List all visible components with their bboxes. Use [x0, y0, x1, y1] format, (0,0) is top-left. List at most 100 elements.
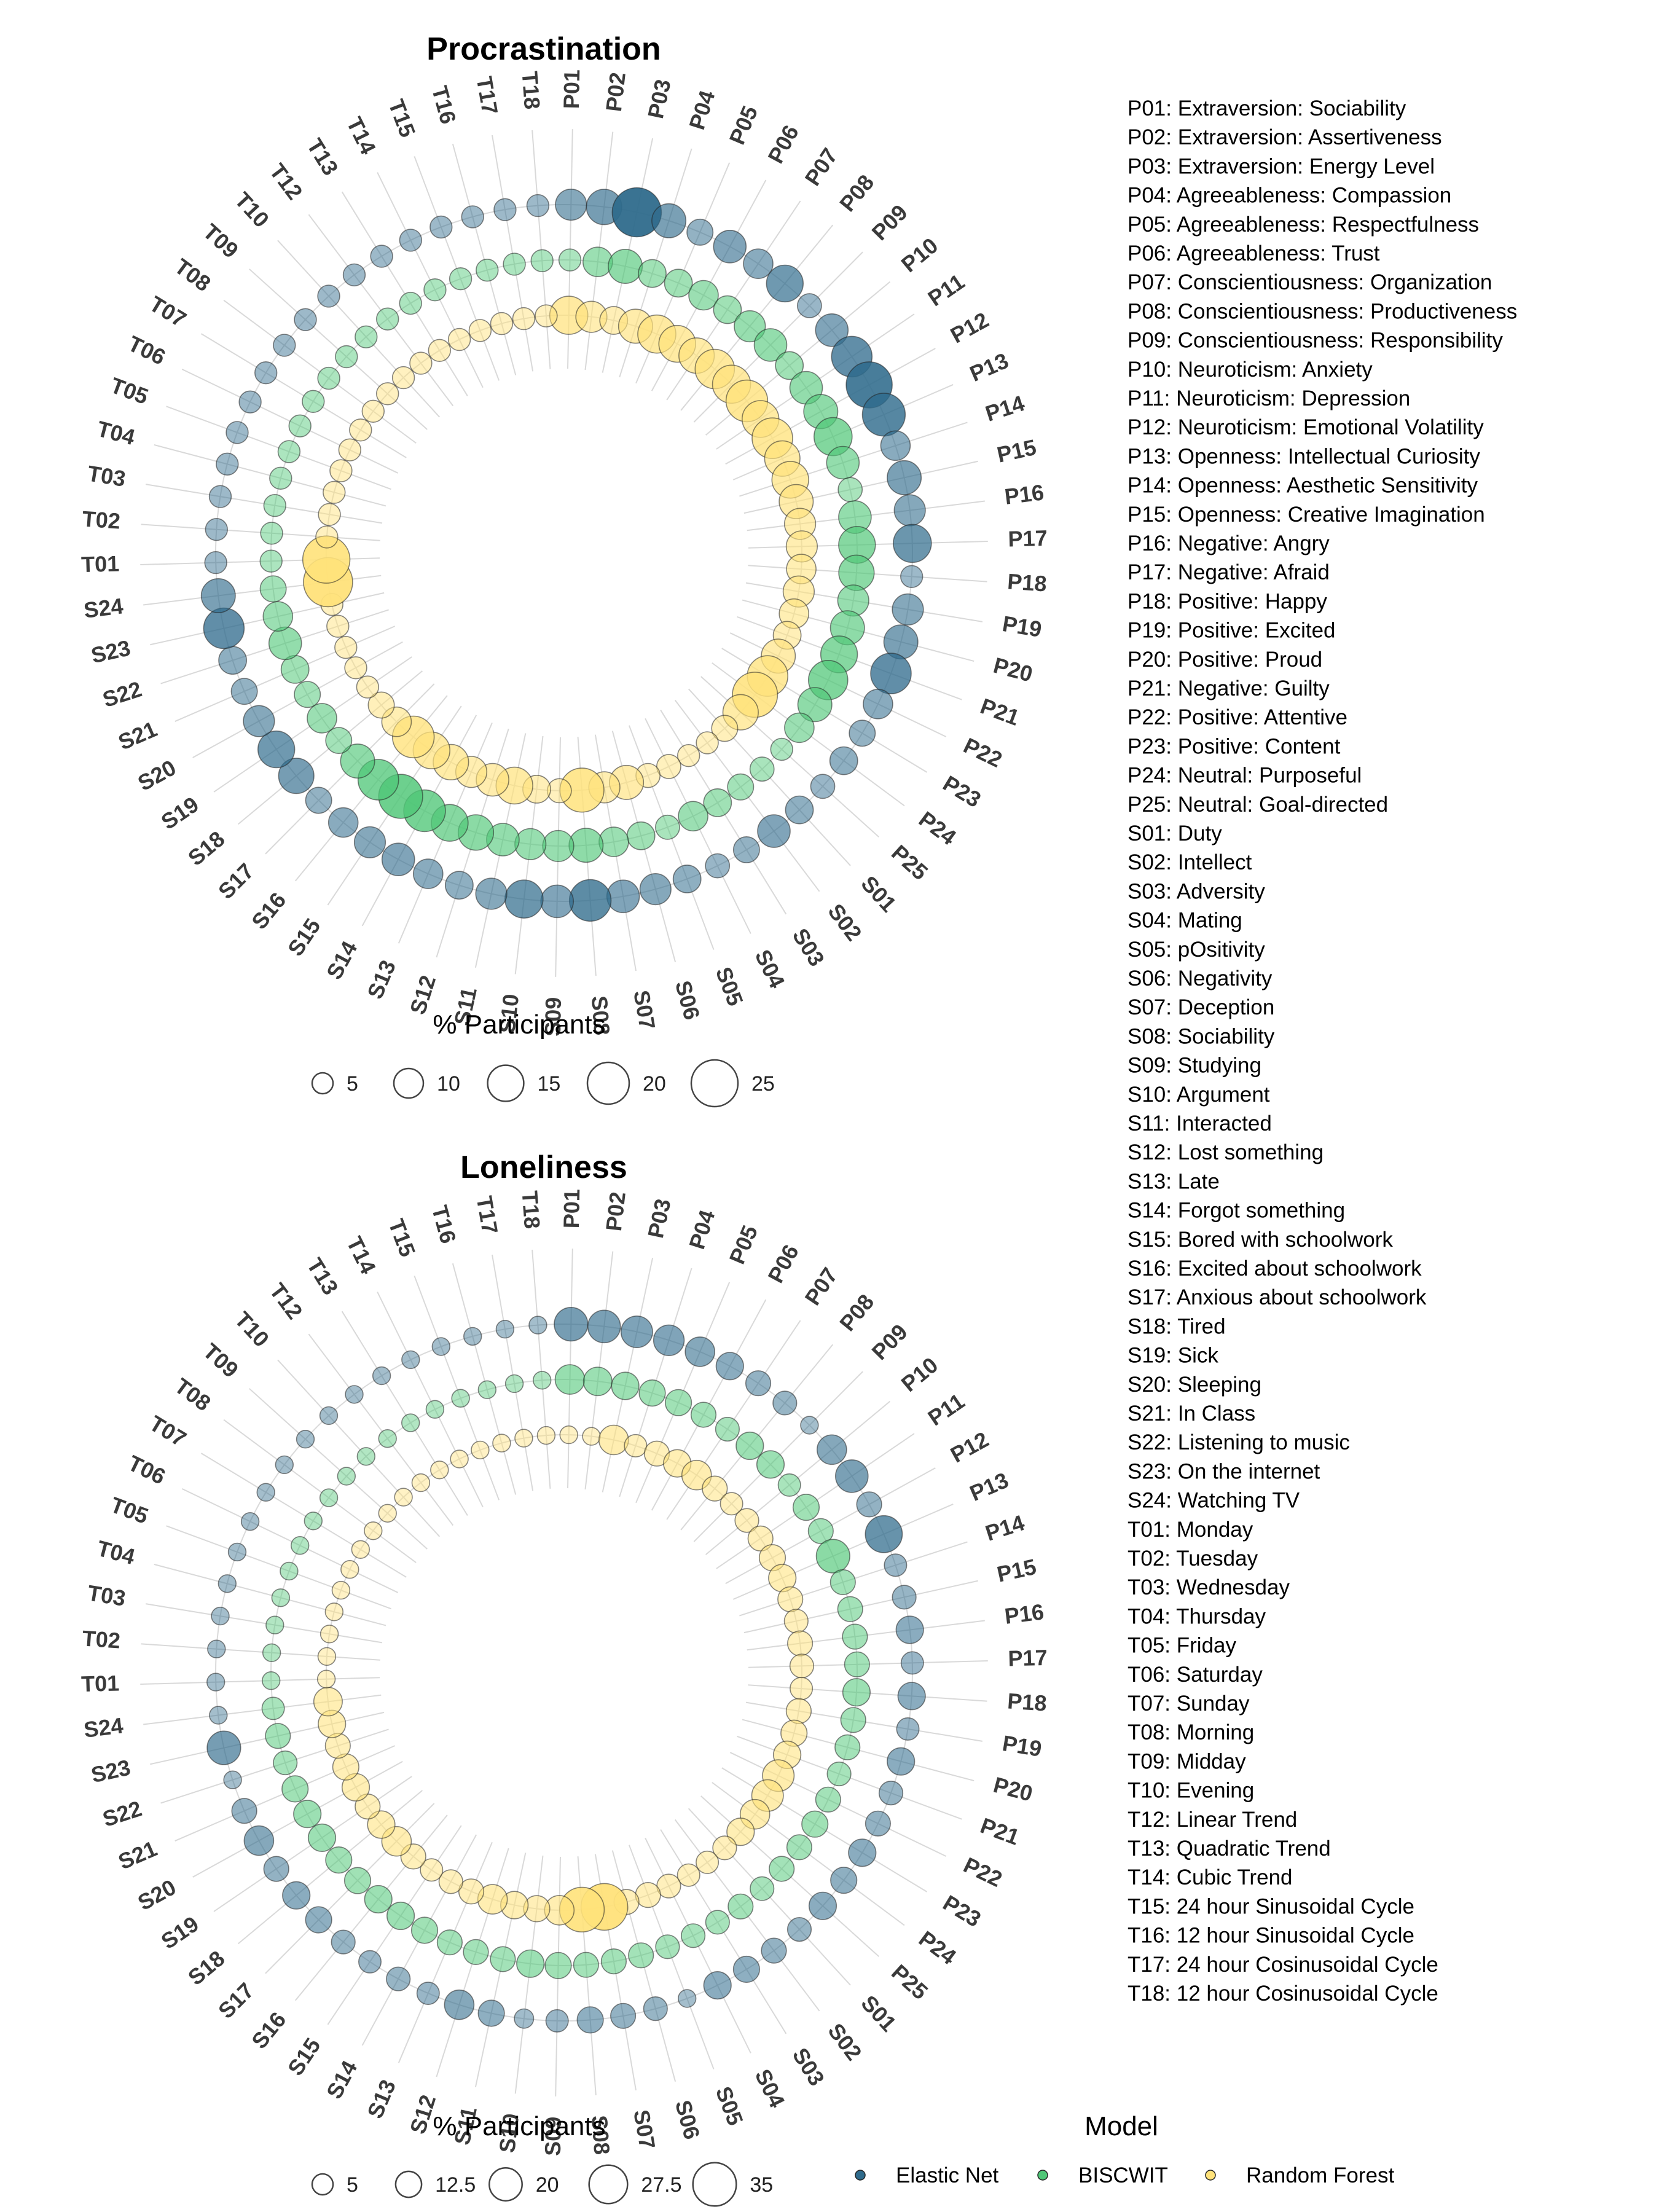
- bubble-biscwit-p04: [638, 259, 667, 288]
- spoke-label-s20: S20: [133, 755, 180, 796]
- spoke-label-s08: S08: [587, 995, 615, 1036]
- bubble-elastic-net-s23: [206, 1730, 241, 1765]
- bubble-elastic-net-p14: [884, 1553, 908, 1577]
- spoke-label-t06: T06: [124, 1450, 170, 1489]
- size-legend-title-loneliness: % Participants: [433, 2111, 605, 2141]
- spoke-label-s15: S15: [283, 914, 326, 960]
- bubble-elastic-net-t07: [256, 1483, 275, 1502]
- bubble-biscwit-p09: [753, 328, 788, 362]
- bubble-random-forest-p15: [783, 1609, 809, 1634]
- bubble-biscwit-p07: [715, 1416, 740, 1442]
- bubble-elastic-net-p17: [893, 524, 932, 563]
- key-item: S03: Adversity: [1128, 879, 1265, 903]
- spoke-label-s22: S22: [100, 676, 145, 712]
- bubble-biscwit-t13: [399, 291, 422, 315]
- bubble-random-forest-t18: [536, 1426, 556, 1445]
- bubble-elastic-net-s08: [568, 879, 612, 922]
- bubble-biscwit-t09: [335, 345, 358, 369]
- size-legend-label: 10: [437, 1072, 460, 1096]
- bubble-biscwit-p25: [769, 1856, 795, 1882]
- bubble-elastic-net-s13: [416, 1982, 440, 2006]
- key-item: S19: Sick: [1128, 1344, 1218, 1368]
- size-legend-label: 25: [751, 1072, 775, 1096]
- bubble-random-forest-p18: [790, 1677, 814, 1701]
- bubble-random-forest-s18: [367, 691, 395, 719]
- model-legend-swatch-biscwit: [1037, 2170, 1048, 2181]
- bubble-random-forest-t12: [411, 1473, 431, 1492]
- bubble-elastic-net-p01: [554, 1307, 589, 1342]
- bubble-biscwit-t10: [355, 325, 378, 348]
- bubble-biscwit-p05: [664, 269, 693, 298]
- bubble-biscwit-t16: [476, 259, 499, 282]
- bubble-biscwit-p10: [775, 351, 804, 380]
- spoke-t06: [181, 1488, 399, 1593]
- bubble-random-forest-s02: [696, 1850, 720, 1874]
- bubble-elastic-net-s18: [278, 758, 315, 794]
- spoke-label-s20: S20: [133, 1874, 180, 1915]
- bubble-random-forest-t18: [535, 304, 558, 327]
- bubble-biscwit-p25: [770, 737, 793, 761]
- key-item: T05: Friday: [1128, 1634, 1236, 1658]
- bubble-elastic-net-t18: [526, 194, 550, 218]
- bubble-elastic-net-s22: [223, 1770, 242, 1789]
- key-item: S05: pOsitivity: [1128, 938, 1265, 962]
- bubble-biscwit-p10: [777, 1473, 801, 1497]
- spoke-label-p17: P17: [1008, 1645, 1048, 1671]
- bubble-biscwit-p08: [735, 1431, 764, 1461]
- bubble-random-forest-s03: [677, 1863, 700, 1887]
- key-item: P05: Agreeableness: Respectfulness: [1128, 213, 1479, 237]
- spoke-label-s16: S16: [246, 2007, 291, 2053]
- bubble-elastic-net-s13: [412, 858, 444, 889]
- spoke-label-t13: T13: [302, 1253, 343, 1299]
- bubble-elastic-net-s06: [643, 1996, 668, 2022]
- spoke-t14: [377, 1292, 484, 1508]
- bubble-elastic-net-p07: [743, 248, 774, 280]
- bubble-elastic-net-t08: [273, 334, 296, 357]
- bubble-random-forest-t06: [340, 1560, 359, 1579]
- bubble-elastic-net-p05: [686, 218, 714, 246]
- bubble-biscwit-t06: [288, 414, 312, 437]
- bubble-elastic-net-p15: [887, 460, 922, 495]
- bubble-biscwit-s06: [628, 1942, 654, 1969]
- bubble-elastic-net-s11: [475, 877, 508, 910]
- bubble-biscwit-t08: [319, 1488, 339, 1507]
- spoke-label-s17: S17: [213, 1978, 259, 2023]
- bubble-biscwit-t15: [449, 267, 473, 291]
- bubble-elastic-net-s14: [381, 842, 415, 876]
- bubble-biscwit-p19: [840, 1707, 866, 1733]
- chart-title-procrastination: Procrastination: [426, 31, 661, 67]
- spoke-label-s17: S17: [213, 858, 259, 904]
- spoke-label-s24: S24: [82, 593, 125, 623]
- spoke-label-p05: P05: [724, 1222, 763, 1268]
- size-legend-circle: [692, 2162, 737, 2207]
- spoke-label-s19: S19: [157, 791, 203, 834]
- bubble-random-forest-s13: [458, 1878, 485, 1905]
- spoke-label-p02: P02: [601, 71, 630, 112]
- bubble-biscwit-t17: [503, 253, 526, 276]
- spoke-label-t14: T14: [342, 1233, 381, 1278]
- bubble-elastic-net-t15: [429, 215, 453, 239]
- bubble-biscwit-t10: [356, 1447, 375, 1466]
- bubble-random-forest-t16: [492, 1433, 511, 1453]
- key-item: P01: Extraversion: Sociability: [1128, 96, 1406, 120]
- bubble-elastic-net-t04: [216, 452, 239, 476]
- size-legend-circle: [311, 1072, 334, 1095]
- bubble-random-forest-t08: [364, 1521, 383, 1540]
- bubble-elastic-net-s20: [243, 1825, 275, 1856]
- bubble-elastic-net-p22: [863, 689, 893, 720]
- spoke-label-p23: P23: [939, 771, 986, 812]
- spoke-label-p21: P21: [977, 1813, 1022, 1850]
- spoke-label-p22: P22: [960, 732, 1006, 772]
- spoke-label-t14: T14: [342, 113, 381, 159]
- bubble-biscwit-s23: [262, 601, 294, 632]
- bubble-biscwit-p05: [664, 1389, 692, 1416]
- bubble-biscwit-s07: [598, 826, 629, 857]
- spoke-label-s13: S13: [362, 957, 401, 1003]
- spoke-label-p19: P19: [1001, 1730, 1044, 1762]
- spoke-t08: [223, 1419, 417, 1563]
- key-item: P04: Agreeableness: Compassion: [1128, 184, 1451, 208]
- bubble-random-forest-p08: [702, 1475, 728, 1502]
- bubble-elastic-net-p12: [856, 1491, 882, 1518]
- bubble-biscwit-t14: [425, 1400, 445, 1419]
- bubble-biscwit-p15: [837, 1596, 863, 1622]
